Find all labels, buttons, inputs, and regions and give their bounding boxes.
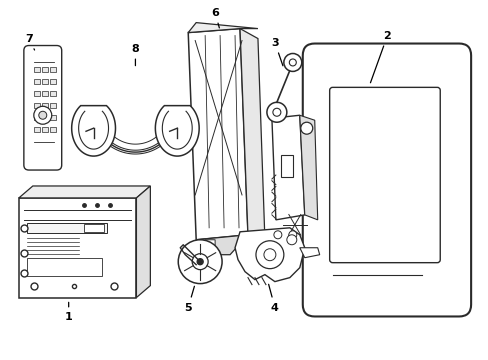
Circle shape [197, 259, 203, 265]
Polygon shape [72, 105, 115, 156]
Text: 5: 5 [184, 286, 194, 312]
FancyBboxPatch shape [302, 44, 470, 316]
Polygon shape [188, 28, 247, 240]
Polygon shape [188, 23, 258, 32]
Circle shape [34, 106, 52, 124]
Bar [41, 91, 48, 96]
Bar [41, 127, 48, 132]
Bar [50, 127, 56, 132]
Bar [41, 80, 48, 84]
Bar [50, 91, 56, 96]
Circle shape [273, 231, 281, 239]
Polygon shape [205, 240, 215, 258]
Bar [41, 115, 48, 120]
Polygon shape [235, 228, 304, 282]
Bar [34, 80, 40, 84]
Bar [34, 67, 40, 72]
Circle shape [283, 54, 301, 71]
Circle shape [264, 249, 275, 261]
Bar [41, 103, 48, 108]
Bar [50, 103, 56, 108]
Polygon shape [299, 115, 317, 220]
Bar [280, 155, 292, 177]
Circle shape [178, 240, 222, 284]
Bar [50, 115, 56, 120]
FancyBboxPatch shape [329, 87, 439, 263]
Bar [83, 224, 103, 232]
Polygon shape [136, 186, 150, 298]
Circle shape [192, 254, 208, 270]
Circle shape [289, 59, 296, 66]
Bar [50, 67, 56, 72]
Bar [34, 91, 40, 96]
Bar [19, 198, 136, 298]
Text: 1: 1 [65, 302, 72, 323]
Bar [41, 67, 48, 72]
Text: 7: 7 [25, 33, 35, 50]
Bar [27, 258, 102, 276]
Text: 4: 4 [268, 284, 278, 312]
Circle shape [272, 108, 280, 116]
Circle shape [255, 241, 283, 269]
Polygon shape [155, 105, 199, 156]
Bar [50, 80, 56, 84]
Polygon shape [240, 28, 264, 240]
Circle shape [266, 102, 286, 122]
Bar [34, 103, 40, 108]
Polygon shape [19, 186, 150, 198]
Text: 2: 2 [370, 31, 390, 83]
Circle shape [300, 122, 312, 134]
Text: 3: 3 [270, 37, 283, 66]
FancyBboxPatch shape [24, 45, 61, 170]
Bar [34, 115, 40, 120]
Circle shape [286, 235, 296, 245]
Polygon shape [271, 115, 304, 220]
Bar [34, 127, 40, 132]
Text: 8: 8 [131, 44, 139, 66]
Circle shape [288, 231, 296, 239]
Bar [27, 223, 106, 233]
Text: 6: 6 [211, 8, 219, 28]
Circle shape [39, 111, 47, 119]
Polygon shape [196, 235, 247, 255]
Polygon shape [299, 248, 319, 258]
